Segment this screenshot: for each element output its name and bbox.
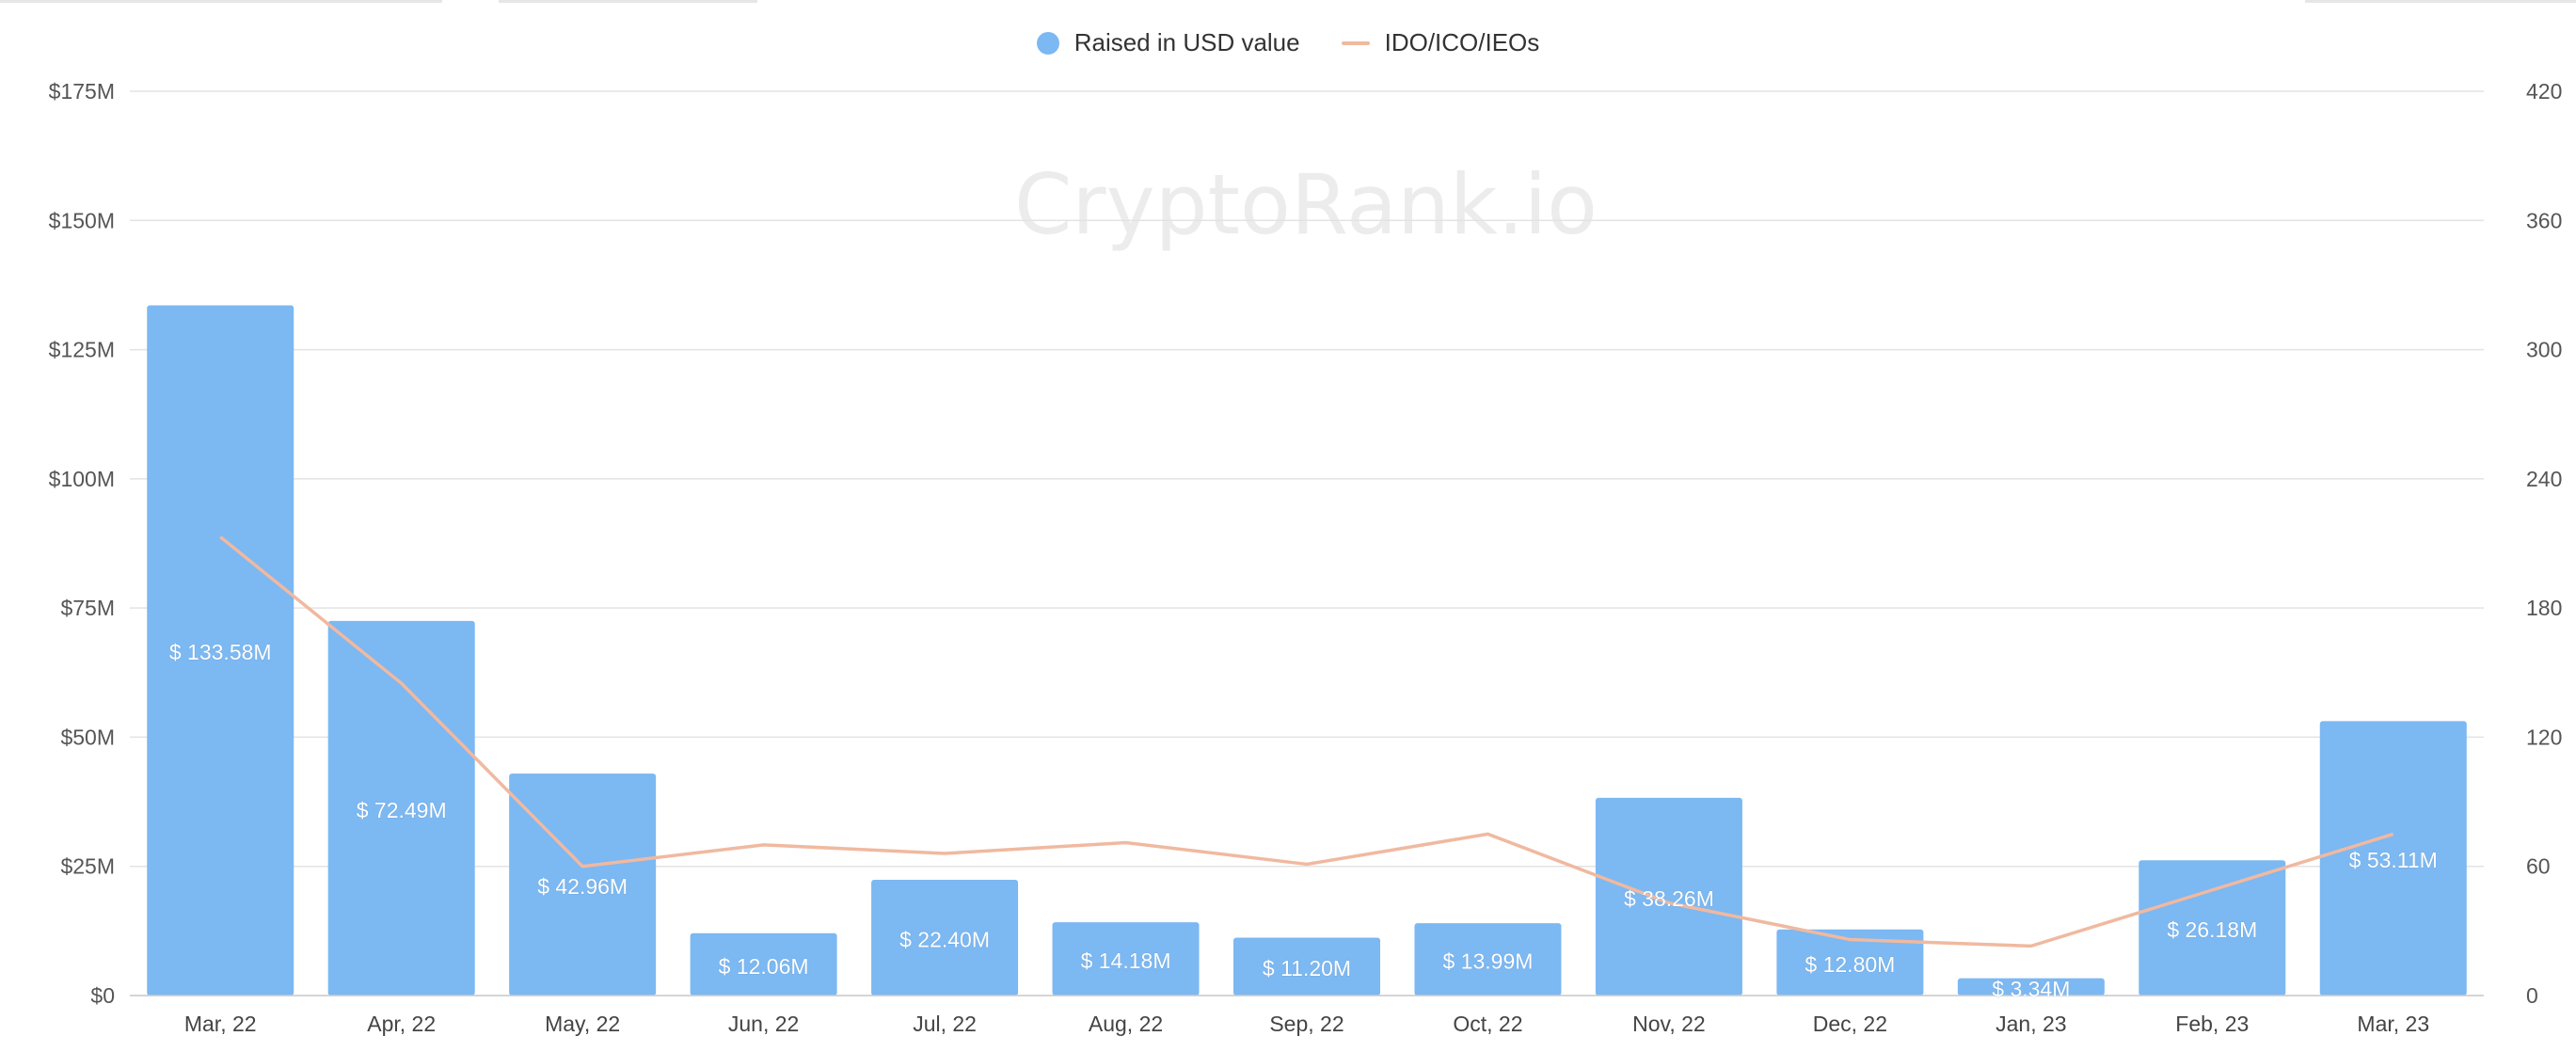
legend-item-ido[interactable]: IDO/ICO/IEOs: [1341, 28, 1540, 57]
x-tick-label: Mar, 22: [184, 1012, 257, 1036]
x-tick-label: Dec, 22: [1813, 1012, 1887, 1036]
bar: [1595, 797, 1742, 996]
bar-value-label: $ 22.40M: [899, 927, 990, 951]
y-left-tick-label: $75M: [60, 596, 115, 620]
top-edge-bar: [2305, 0, 2576, 3]
bar: [871, 879, 1019, 996]
bar-value-label: $ 3.34M: [1992, 977, 2070, 1001]
x-tick-label: Aug, 22: [1089, 1012, 1163, 1036]
x-tick-label: Nov, 22: [1632, 1012, 1706, 1036]
y-right-tick-label: 360: [2526, 208, 2562, 232]
bar-value-label: $ 133.58M: [169, 640, 272, 664]
y-left-tick-label: $50M: [60, 725, 115, 749]
y-right-tick-label: 60: [2526, 854, 2551, 879]
bar-value-label: $ 26.18M: [2167, 917, 2257, 942]
bar-value-label: $ 38.26M: [1624, 886, 1714, 911]
bar: [2139, 860, 2286, 996]
bar-value-label: $ 12.80M: [1805, 952, 1895, 977]
y-left-tick-label: $0: [90, 983, 115, 1008]
bar: [327, 620, 475, 996]
bar: [690, 932, 837, 996]
x-tick-label: Oct, 22: [1453, 1012, 1522, 1036]
bar: [1776, 929, 1924, 996]
legend-bar-swatch: [1036, 31, 1059, 55]
top-edge-bar: [0, 0, 442, 3]
bar-value-label: $ 42.96M: [537, 874, 628, 899]
series-line-ido: [219, 535, 2394, 948]
watermark-text: CryptoRank.io: [1014, 156, 1598, 253]
chart-legend: Raised in USD value IDO/ICO/IEOs: [0, 28, 2576, 57]
bar: [1233, 937, 1380, 996]
y-right-tick-label: 300: [2526, 338, 2562, 362]
legend-line-label: IDO/ICO/IEOs: [1384, 28, 1540, 56]
x-tick-label: Jun, 22: [728, 1012, 799, 1036]
y-left-tick-label: $125M: [49, 338, 115, 362]
y-right-tick-label: 120: [2526, 725, 2562, 749]
bar-value-label: $ 72.49M: [357, 798, 447, 822]
x-tick-label: Feb, 23: [2175, 1012, 2249, 1036]
y-left-tick-label: $150M: [49, 208, 115, 232]
y-left-tick-label: $175M: [49, 79, 115, 104]
legend-bar-label: Raised in USD value: [1073, 28, 1300, 56]
bar: [147, 305, 294, 996]
bar-value-label: $ 11.20M: [1263, 956, 1351, 980]
bar-value-label: $ 13.99M: [1443, 949, 1534, 974]
legend-line-swatch: [1341, 40, 1370, 45]
legend-item-raised[interactable]: Raised in USD value: [1036, 28, 1300, 57]
x-tick-label: Jan, 23: [1996, 1012, 2066, 1036]
x-tick-label: Apr, 22: [367, 1012, 436, 1036]
bar-value-label: $ 14.18M: [1081, 948, 1171, 973]
x-tick-label: Jul, 22: [913, 1012, 977, 1036]
y-right-tick-label: 240: [2526, 467, 2562, 491]
bar: [2319, 721, 2467, 996]
y-right-tick-label: 180: [2526, 596, 2562, 620]
x-tick-label: May, 22: [545, 1012, 620, 1036]
y-left-tick-label: $25M: [60, 854, 115, 879]
y-left-tick-label: $100M: [49, 467, 115, 491]
bar: [1957, 978, 2105, 996]
bar: [1414, 923, 1562, 996]
y-right-tick-label: 420: [2526, 79, 2562, 104]
top-edge-bar: [499, 0, 757, 3]
x-tick-label: Sep, 22: [1269, 1012, 1344, 1036]
x-tick-label: Mar, 23: [2357, 1012, 2429, 1036]
bar-value-label: $ 53.11M: [2349, 848, 2438, 872]
bar-value-label: $ 12.06M: [719, 954, 809, 979]
y-right-tick-label: 0: [2526, 983, 2538, 1008]
bar: [1052, 922, 1200, 996]
